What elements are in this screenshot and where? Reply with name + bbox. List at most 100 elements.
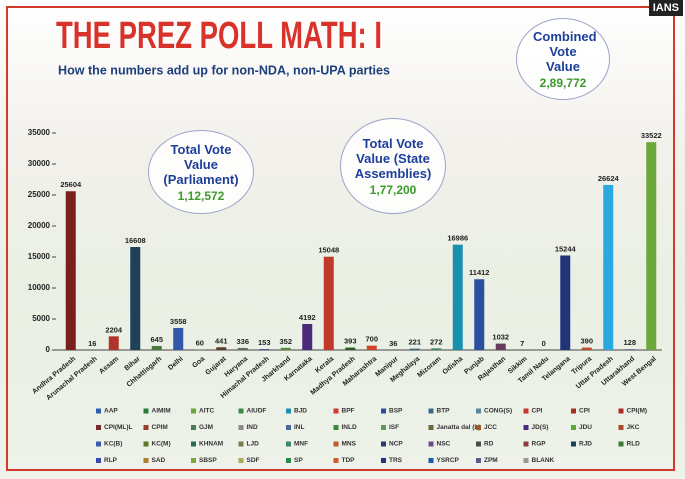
legend-label: BLANK xyxy=(532,457,555,464)
bar xyxy=(603,185,613,350)
bar xyxy=(216,347,226,350)
value-label: 25604 xyxy=(60,180,82,189)
x-tick-label: Odisha xyxy=(442,356,465,377)
legend-swatch xyxy=(381,409,386,414)
legend-swatch xyxy=(524,425,529,430)
legend-label: ZPM xyxy=(484,457,498,464)
legend-label: BSP xyxy=(389,408,403,415)
legend-swatch xyxy=(144,458,149,463)
value-label: 11412 xyxy=(469,268,489,277)
legend-swatch xyxy=(476,425,481,430)
legend-swatch xyxy=(381,458,386,463)
y-tick-label: 5000 xyxy=(32,314,50,323)
legend-label: KC(M) xyxy=(152,441,171,448)
value-label: 33522 xyxy=(641,131,662,140)
legend-swatch xyxy=(476,442,481,447)
legend-label: TDP xyxy=(342,457,356,464)
legend-swatch xyxy=(381,442,386,447)
value-label: 26624 xyxy=(598,174,620,183)
bar xyxy=(410,349,420,350)
legend-label: BPF xyxy=(342,408,355,415)
value-label: 15048 xyxy=(318,246,339,255)
legend-label: JDU xyxy=(579,424,592,431)
bar xyxy=(66,191,76,350)
value-label: 221 xyxy=(408,338,421,347)
value-label: 0 xyxy=(542,339,546,348)
legend-swatch xyxy=(239,458,244,463)
x-tick-label: Assam xyxy=(98,356,120,376)
bar xyxy=(302,324,312,350)
x-tick-label: Mizoram xyxy=(416,356,442,380)
value-label: 36 xyxy=(389,339,397,348)
legend-label: SP xyxy=(294,457,303,464)
legend-swatch xyxy=(524,409,529,414)
value-label: 16 xyxy=(88,339,96,348)
legend-label: GJM xyxy=(199,424,213,431)
legend-swatch xyxy=(619,409,624,414)
legend-swatch xyxy=(96,409,101,414)
legend-label: BJD xyxy=(294,408,307,415)
infographic: THE PREZ POLL MATH: I How the numbers ad… xyxy=(0,0,685,479)
legend-swatch xyxy=(286,442,291,447)
legend-label: CPI(ML)L xyxy=(104,424,133,431)
legend-label: RLP xyxy=(104,457,118,464)
value-label: 7 xyxy=(520,339,524,348)
value-label: 700 xyxy=(365,335,378,344)
legend-swatch xyxy=(571,425,576,430)
value-label: 393 xyxy=(344,337,357,346)
legend-label: MNS xyxy=(342,441,357,448)
legend-label: SDF xyxy=(247,457,260,464)
value-label: 128 xyxy=(623,338,636,347)
legend-label: JCC xyxy=(484,424,497,431)
legend-swatch xyxy=(286,425,291,430)
legend-label: YSRCP xyxy=(437,457,460,464)
bar xyxy=(173,328,183,350)
x-tick-label: Goa xyxy=(191,356,206,370)
value-label: 441 xyxy=(215,336,228,345)
legend-swatch xyxy=(571,409,576,414)
legend-swatch xyxy=(429,409,434,414)
legend-label: RGP xyxy=(532,441,547,448)
legend-swatch xyxy=(239,425,244,430)
bar xyxy=(496,344,506,350)
legend-label: KHNAM xyxy=(199,441,223,448)
value-label: 60 xyxy=(196,339,204,348)
legend-swatch xyxy=(191,442,196,447)
legend-swatch xyxy=(144,409,149,414)
bar xyxy=(109,336,119,350)
legend-swatch xyxy=(429,442,434,447)
bar xyxy=(152,346,162,350)
value-label: 15244 xyxy=(555,244,577,253)
legend-label: MNF xyxy=(294,441,308,448)
legend-swatch xyxy=(96,458,101,463)
value-label: 153 xyxy=(258,338,271,347)
legend-label: KC(B) xyxy=(104,441,122,448)
legend-label: AAP xyxy=(104,408,118,415)
legend-swatch xyxy=(286,458,291,463)
legend-label: BTP xyxy=(437,408,451,415)
bar xyxy=(431,348,441,350)
value-label: 390 xyxy=(580,337,593,346)
legend-label: AIUDF xyxy=(247,408,267,415)
legend-swatch xyxy=(239,442,244,447)
legend-swatch xyxy=(476,409,481,414)
legend-swatch xyxy=(334,425,339,430)
y-tick-label: 20000 xyxy=(28,221,51,230)
annotation-value: 1,77,200 xyxy=(370,183,417,197)
legend-swatch xyxy=(334,442,339,447)
legend-swatch xyxy=(191,425,196,430)
bar xyxy=(474,279,484,350)
legend-label: INLD xyxy=(342,424,357,431)
legend-label: Janatta dal (L) xyxy=(437,424,481,431)
legend-label: AIMIM xyxy=(152,408,171,415)
legend-label: NSC xyxy=(437,441,451,448)
bar xyxy=(345,348,355,350)
legend-swatch xyxy=(619,425,624,430)
value-label: 352 xyxy=(279,337,292,346)
value-label: 1032 xyxy=(492,333,509,342)
legend-swatch xyxy=(476,458,481,463)
x-tick-label: Delhi xyxy=(167,356,185,372)
value-label: 336 xyxy=(236,337,249,346)
legend-label: SAD xyxy=(152,457,166,464)
annotation-bubble: Total Vote Value (Parliament) 1,12,572 xyxy=(148,130,254,214)
